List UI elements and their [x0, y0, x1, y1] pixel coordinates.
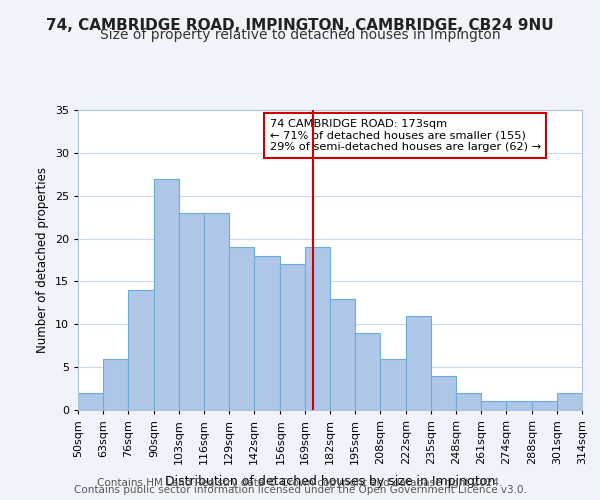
Text: Size of property relative to detached houses in Impington: Size of property relative to detached ho…	[100, 28, 500, 42]
Text: Contains HM Land Registry data © Crown copyright and database right 2024.: Contains HM Land Registry data © Crown c…	[97, 478, 503, 488]
Bar	[355, 333, 380, 410]
Bar	[456, 393, 481, 410]
Bar	[557, 393, 582, 410]
Bar	[532, 402, 557, 410]
X-axis label: Distribution of detached houses by size in Impington: Distribution of detached houses by size …	[165, 476, 495, 488]
Bar	[128, 290, 154, 410]
Bar	[481, 402, 506, 410]
Y-axis label: Number of detached properties: Number of detached properties	[36, 167, 49, 353]
Bar	[229, 247, 254, 410]
Bar	[254, 256, 280, 410]
Text: Contains public sector information licensed under the Open Government Licence v3: Contains public sector information licen…	[74, 485, 526, 495]
Bar	[179, 213, 204, 410]
Bar	[406, 316, 431, 410]
Bar	[330, 298, 355, 410]
Bar	[380, 358, 406, 410]
Bar	[506, 402, 532, 410]
Bar	[154, 178, 179, 410]
Bar	[431, 376, 456, 410]
Text: 74, CAMBRIDGE ROAD, IMPINGTON, CAMBRIDGE, CB24 9NU: 74, CAMBRIDGE ROAD, IMPINGTON, CAMBRIDGE…	[46, 18, 554, 32]
Bar	[103, 358, 128, 410]
Bar	[204, 213, 229, 410]
Bar	[305, 247, 330, 410]
Bar	[280, 264, 305, 410]
Bar	[78, 393, 103, 410]
Text: 74 CAMBRIDGE ROAD: 173sqm
← 71% of detached houses are smaller (155)
29% of semi: 74 CAMBRIDGE ROAD: 173sqm ← 71% of detac…	[269, 119, 541, 152]
